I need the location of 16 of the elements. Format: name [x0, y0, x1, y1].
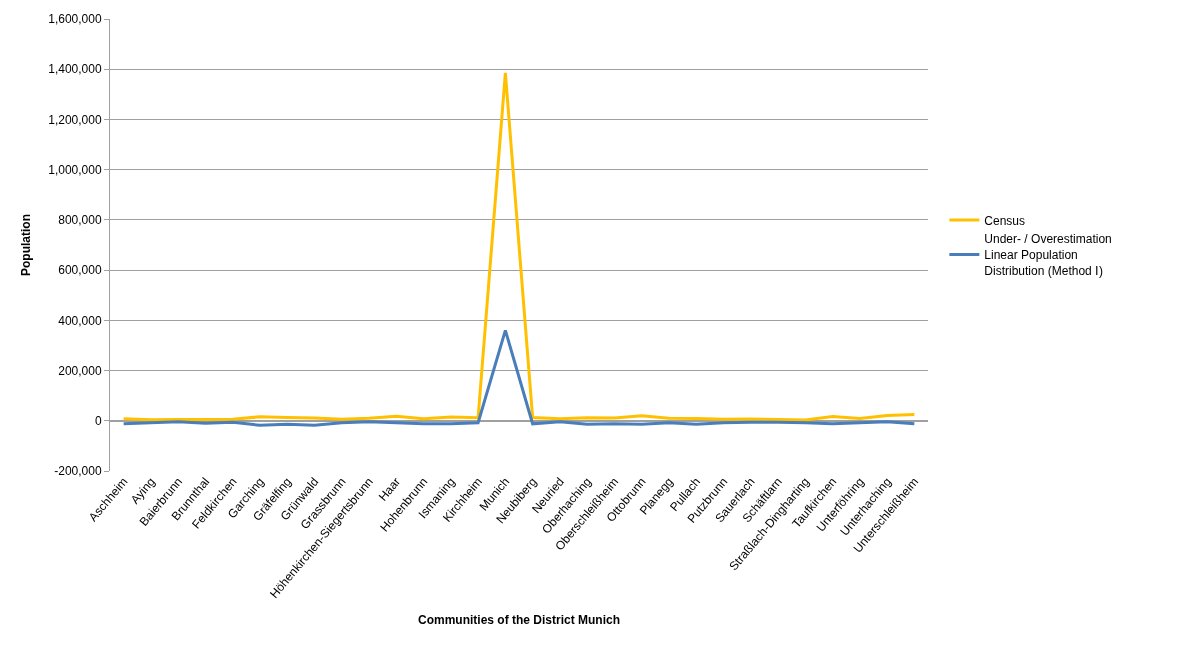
- y-tick-label: 200,000: [58, 363, 102, 378]
- y-tick-label: 1,600,000: [48, 12, 102, 27]
- y-tick-label: -200,000: [54, 464, 102, 479]
- legend-label: Census: [984, 213, 1026, 228]
- y-tick-label: 1,200,000: [48, 112, 102, 127]
- y-tick-label: 600,000: [58, 263, 102, 278]
- y-tick-label: 1,000,000: [48, 162, 102, 177]
- y-tick-label: 1,400,000: [48, 62, 102, 77]
- y-axis-title: Population: [18, 214, 33, 276]
- legend-label: Under- / Overestimation Linear Population Distribution (Method Ⅰ): [984, 232, 1112, 278]
- x-axis-title: Communities of the District Munich: [417, 612, 621, 627]
- line-series: [122, 328, 916, 427]
- y-tick-label: 0: [94, 413, 102, 428]
- y-tick-label: 400,000: [58, 313, 102, 328]
- y-tick-label: 800,000: [58, 213, 102, 228]
- line-series: [122, 71, 916, 422]
